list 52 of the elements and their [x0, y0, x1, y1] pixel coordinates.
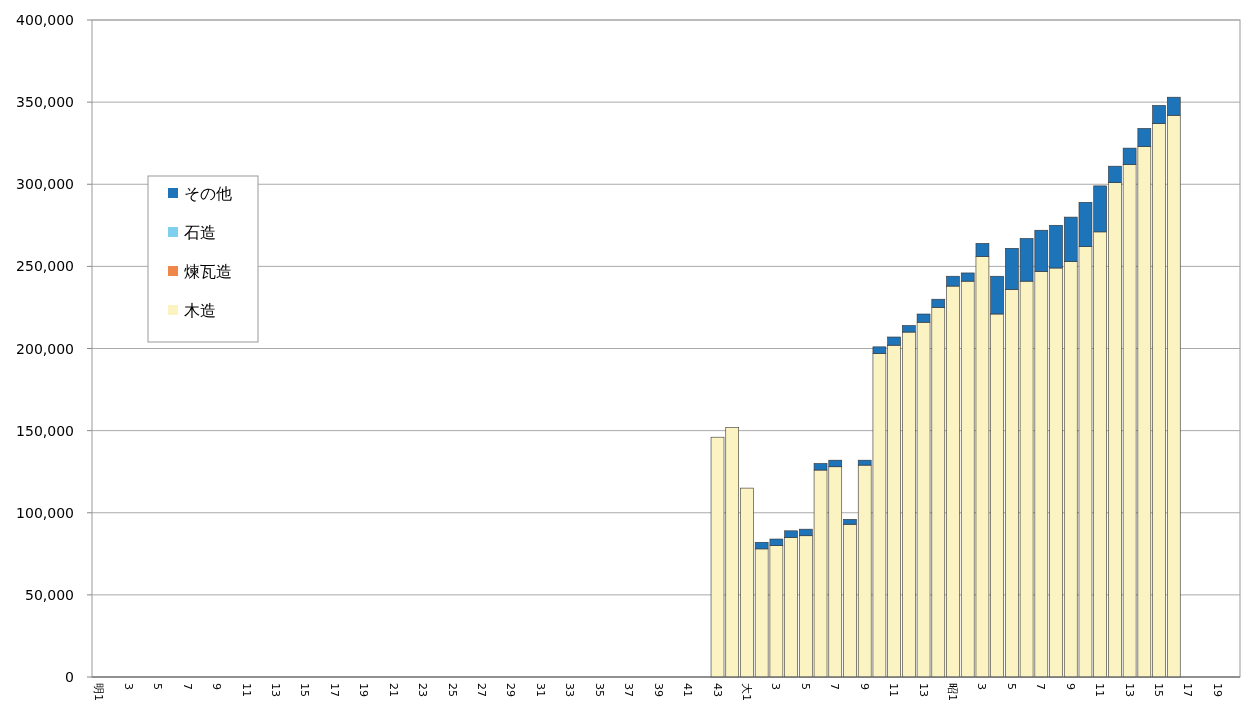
y-tick-label: 300,000 [16, 176, 74, 193]
x-tick-label: 5 [1004, 683, 1018, 690]
x-tick-label: 11 [239, 683, 253, 697]
x-tick-label: 9 [857, 683, 871, 690]
x-tick-label: 11 [1093, 683, 1107, 697]
x-tick-label: 29 [504, 683, 518, 697]
x-tick-label: 21 [386, 683, 400, 697]
y-tick-label: 350,000 [16, 94, 74, 111]
y-tick-label: 0 [65, 669, 74, 685]
x-tick-label: 11 [887, 683, 901, 697]
x-tick-label: 7 [828, 683, 842, 690]
x-tick-label: 7 [180, 683, 194, 690]
legend-label: 石造 [184, 223, 216, 242]
x-tick-label: 9 [1063, 683, 1077, 690]
x-tick-label: 17 [327, 683, 341, 697]
x-tick-label: 13 [268, 683, 282, 697]
x-tick-label: 5 [798, 683, 812, 690]
x-tick-label: 9 [210, 683, 224, 690]
x-tick-label: 41 [681, 683, 695, 697]
x-tick-label: 39 [651, 683, 665, 697]
y-tick-label: 200,000 [16, 340, 74, 357]
x-tick-label: 19 [1210, 683, 1224, 697]
x-tick-label: 15 [1152, 683, 1166, 697]
x-tick-label: 27 [475, 683, 489, 697]
legend-label: 煉瓦造 [184, 262, 232, 281]
x-tick-label: 15 [298, 683, 312, 697]
x-tick-label: 3 [769, 683, 783, 690]
x-tick-label: 3 [975, 683, 989, 690]
x-tick-label: 昭1 [946, 683, 959, 701]
legend-label: その他 [184, 184, 232, 203]
x-tick-label: 25 [445, 683, 459, 697]
legend-label: 木造 [184, 301, 216, 320]
x-tick-label: 37 [622, 683, 636, 697]
x-tick-label: 7 [1034, 683, 1048, 690]
x-tick-label: 明1 [92, 683, 106, 701]
x-tick-label: 17 [1181, 683, 1195, 697]
y-tick-label: 400,000 [16, 12, 74, 28]
x-tick-label: 3 [121, 683, 135, 690]
x-tick-label: 13 [916, 683, 930, 697]
x-tick-label: 13 [1122, 683, 1136, 697]
x-tick-label: 5 [151, 683, 165, 690]
x-tick-label: 31 [533, 683, 547, 697]
x-tick-label: 33 [563, 683, 577, 697]
y-tick-label: 250,000 [16, 258, 74, 275]
x-tick-label: 大1 [739, 683, 753, 701]
x-tick-label: 43 [710, 683, 724, 697]
y-tick-label: 50,000 [25, 586, 74, 603]
x-tick-label: 23 [416, 683, 430, 697]
y-tick-label: 100,000 [16, 504, 74, 521]
x-tick-label: 35 [592, 683, 606, 697]
y-tick-label: 150,000 [16, 422, 74, 439]
x-tick-label: 19 [357, 683, 371, 697]
